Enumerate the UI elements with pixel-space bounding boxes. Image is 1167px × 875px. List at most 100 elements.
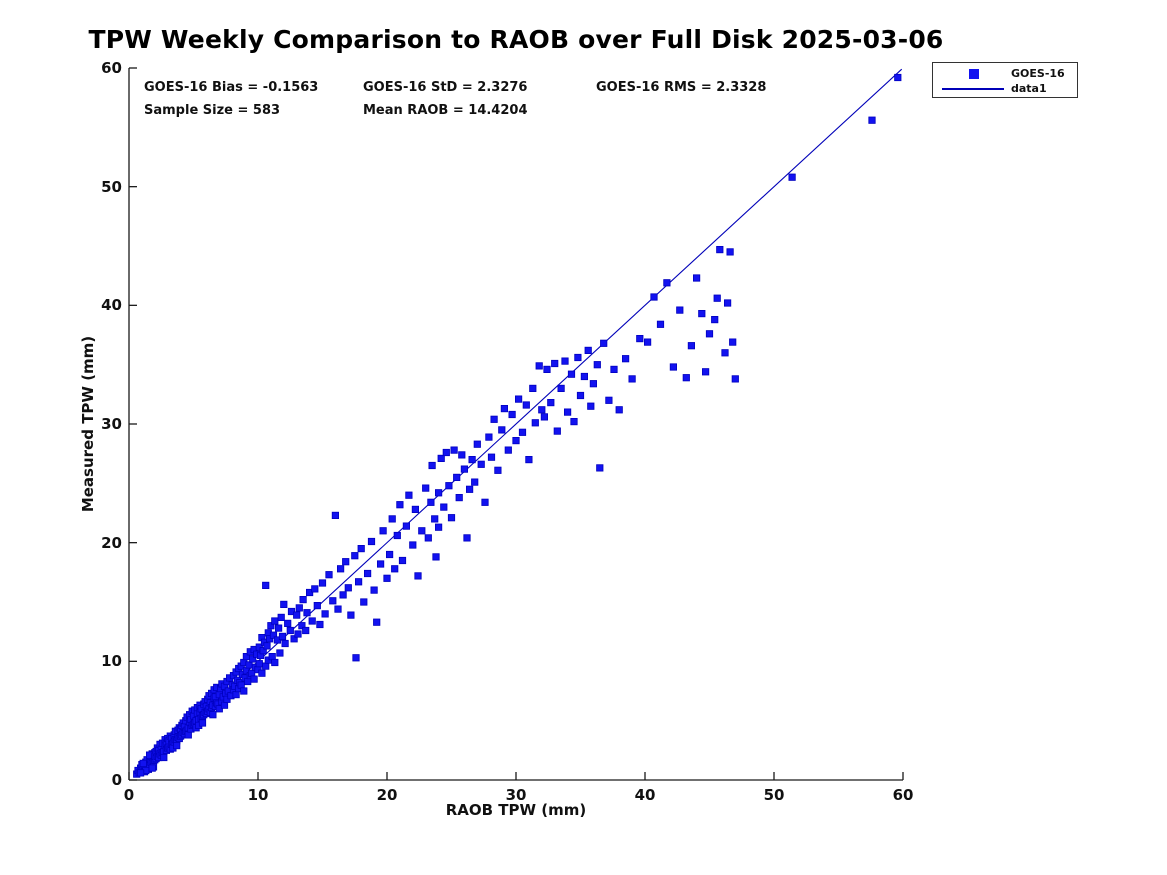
data-point — [255, 660, 263, 668]
data-point — [262, 581, 270, 590]
data-point — [437, 454, 445, 463]
stat-rms: GOES-16 RMS = 2.3328 — [596, 80, 767, 95]
data-point — [136, 769, 145, 777]
data-point — [615, 406, 623, 414]
data-point — [396, 501, 404, 509]
data-point — [424, 534, 432, 542]
x-tick-label: 50 — [763, 786, 785, 804]
data-point — [716, 245, 724, 254]
data-point — [561, 357, 569, 365]
data-point — [445, 482, 453, 490]
data-point — [298, 622, 306, 630]
data-point — [342, 558, 350, 566]
data-point — [347, 611, 355, 619]
data-point — [184, 731, 192, 739]
data-point — [148, 764, 156, 772]
x-tick-label: 20 — [376, 786, 398, 804]
data-point — [788, 173, 796, 181]
data-point — [271, 617, 279, 625]
data-point — [269, 631, 278, 639]
data-point — [471, 478, 479, 486]
data-point — [508, 410, 516, 419]
data-point — [274, 624, 283, 632]
data-point — [442, 448, 450, 457]
data-point — [280, 600, 288, 609]
data-point — [535, 362, 543, 370]
data-point — [299, 596, 307, 604]
data-point — [682, 374, 690, 382]
x-tick-label: 30 — [505, 786, 527, 804]
data-point — [258, 669, 266, 677]
data-point — [605, 396, 613, 404]
data-point — [504, 446, 512, 454]
data-point — [339, 591, 347, 599]
data-point — [325, 571, 333, 579]
data-point — [731, 375, 739, 383]
data-point — [676, 306, 684, 314]
data-point — [868, 116, 876, 124]
data-point — [487, 453, 496, 461]
data-point — [610, 365, 618, 374]
data-point — [316, 620, 324, 629]
data-point — [290, 635, 298, 643]
data-point — [385, 550, 394, 559]
data-point — [329, 597, 337, 605]
data-point — [391, 565, 399, 573]
data-point — [698, 309, 706, 318]
x-tick-label: 60 — [892, 786, 914, 804]
stat-bias: GOES-16 Bias = -0.1563 — [144, 80, 319, 95]
data-point — [650, 293, 658, 301]
data-point — [245, 661, 253, 669]
axes-spines — [128, 67, 904, 781]
y-tick-label: 20 — [101, 533, 122, 552]
data-point — [370, 586, 378, 594]
data-point — [713, 294, 721, 302]
data-point — [729, 338, 737, 346]
data-point — [515, 395, 523, 403]
data-point — [580, 372, 589, 381]
data-point — [277, 613, 285, 622]
data-point — [468, 455, 476, 464]
data-point — [286, 626, 294, 635]
data-point — [644, 338, 652, 346]
x-tick-label: 40 — [634, 786, 656, 804]
data-point — [477, 460, 485, 468]
data-point — [373, 618, 381, 626]
y-tick-label: 50 — [101, 177, 122, 196]
data-point — [567, 370, 576, 378]
data-point — [525, 455, 533, 464]
data-point — [721, 349, 729, 357]
data-point — [702, 368, 710, 376]
data-point — [669, 363, 678, 371]
data-point — [726, 248, 734, 256]
x-tick-label: 10 — [247, 786, 269, 804]
data-point — [331, 511, 340, 520]
data-point — [388, 515, 396, 523]
data-point — [139, 759, 147, 768]
data-point — [160, 753, 168, 762]
data-point — [576, 391, 585, 400]
y-tick-label: 10 — [101, 652, 122, 671]
data-point — [705, 330, 714, 338]
data-point — [481, 498, 489, 506]
data-point — [259, 647, 267, 655]
data-point — [522, 401, 530, 409]
data-point — [455, 493, 463, 502]
legend-label-goes16: GOES-16 — [1011, 67, 1065, 80]
data-point — [453, 473, 461, 482]
data-point — [636, 334, 644, 343]
data-point — [411, 505, 420, 514]
data-point — [173, 742, 181, 750]
data-point — [284, 619, 292, 628]
data-point — [529, 384, 537, 393]
data-point — [553, 427, 561, 435]
data-point — [220, 701, 229, 709]
data-point — [232, 691, 240, 699]
stat-std: GOES-16 StD = 2.3276 — [363, 80, 528, 95]
data-point — [427, 498, 435, 506]
data-point — [367, 537, 376, 546]
data-point — [237, 681, 245, 689]
data-point — [465, 485, 474, 493]
data-point — [458, 451, 466, 459]
data-point — [276, 649, 284, 657]
